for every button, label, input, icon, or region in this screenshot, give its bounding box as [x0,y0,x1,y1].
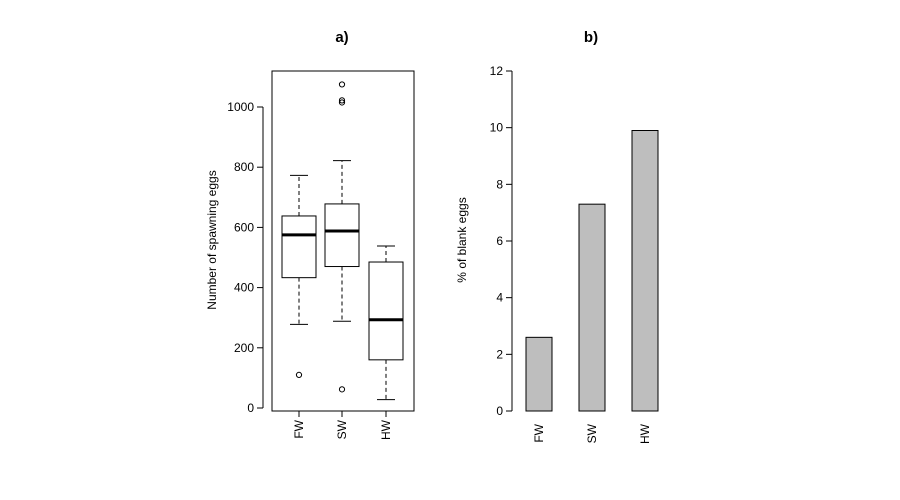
panel-a-y-axis-label: Number of spawning eggs [205,170,219,309]
bar-sw [578,203,606,412]
panel-b-barchart: b) % of blank eggs 0 2 4 6 8 10 12 FW SW HW [455,29,659,444]
box-sw [324,81,360,393]
panel-b-category-label: HW [638,423,652,444]
panel-b-y-tick-label: 4 [496,291,503,305]
box-iqr [368,261,404,361]
panel-a-plot-frame [271,70,415,412]
panel-a-y-tick-label: 0 [247,401,254,415]
panel-a-y-tick-label: 600 [234,220,254,234]
panel-b-category-label: SW [585,423,599,443]
panel-b-y-tick-label: 2 [496,347,503,361]
box-iqr [281,215,317,279]
panel-b-bars [525,130,659,412]
panel-a-y-axis: 0 200 400 600 800 1000 [227,100,264,415]
panel-b-y-tick-label: 8 [496,177,503,191]
outlier-point [338,97,346,104]
bar-fw [525,336,553,412]
box-iqr [324,203,360,268]
panel-b-title: b) [584,29,598,46]
panel-b-y-tick-label: 12 [490,64,504,78]
outlier-point [338,99,346,106]
panel-b-category-label: FW [532,423,546,442]
panel-a-category-label: SW [335,419,349,439]
panel-a-y-tick-label: 1000 [227,100,254,114]
box-hw [368,245,404,401]
panel-a-y-tick-label: 200 [234,341,254,355]
panel-a-boxplot: a) Number of spawning eggs 0 200 400 600 800… [205,29,415,440]
panel-a-category-labels: FW SW HW [292,411,393,440]
bar-hw [631,130,659,412]
panel-a-category-label: HW [379,419,393,440]
panel-b-y-axis: 0 2 4 6 8 10 12 [490,64,513,418]
panel-a-title: a) [335,29,348,46]
outlier-point [295,371,303,378]
panel-b-y-tick-label: 0 [496,404,503,418]
panel-b-y-tick-label: 10 [490,121,504,135]
outlier-point [338,386,346,393]
outlier-point [338,81,346,88]
panel-a-boxes [281,81,404,401]
panel-b-category-labels: FW SW HW [532,423,652,444]
panel-b-y-tick-label: 6 [496,234,503,248]
panel-b-y-axis-label: % of blank eggs [455,197,469,282]
panel-a-y-tick-label: 800 [234,160,254,174]
panel-a-category-label: FW [292,419,306,438]
panel-a-y-tick-label: 400 [234,281,254,295]
box-fw [281,174,317,378]
